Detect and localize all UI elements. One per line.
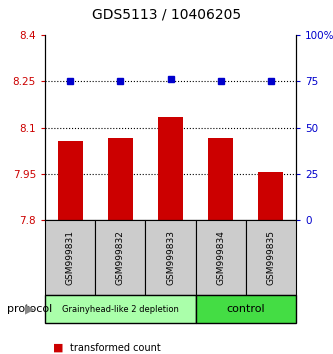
Bar — [45, 295, 195, 323]
Text: GSM999833: GSM999833 — [166, 230, 175, 285]
Text: control: control — [226, 304, 265, 314]
Bar — [95, 220, 146, 295]
Bar — [195, 295, 296, 323]
Bar — [208, 138, 233, 220]
Text: protocol: protocol — [7, 304, 52, 314]
Bar — [158, 117, 183, 220]
Bar — [195, 220, 246, 295]
Text: transformed count: transformed count — [70, 343, 161, 353]
Text: GSM999834: GSM999834 — [216, 230, 225, 285]
Text: GSM999831: GSM999831 — [66, 230, 75, 285]
Text: ▶: ▶ — [25, 303, 35, 315]
Bar — [146, 220, 195, 295]
Bar — [258, 172, 283, 220]
Text: GDS5113 / 10406205: GDS5113 / 10406205 — [92, 8, 241, 22]
Text: ■: ■ — [53, 343, 64, 353]
Text: Grainyhead-like 2 depletion: Grainyhead-like 2 depletion — [62, 304, 179, 314]
Bar — [45, 220, 95, 295]
Text: GSM999835: GSM999835 — [266, 230, 275, 285]
Bar — [58, 141, 83, 220]
Bar — [108, 138, 133, 220]
Text: GSM999832: GSM999832 — [116, 230, 125, 285]
Bar — [246, 220, 296, 295]
